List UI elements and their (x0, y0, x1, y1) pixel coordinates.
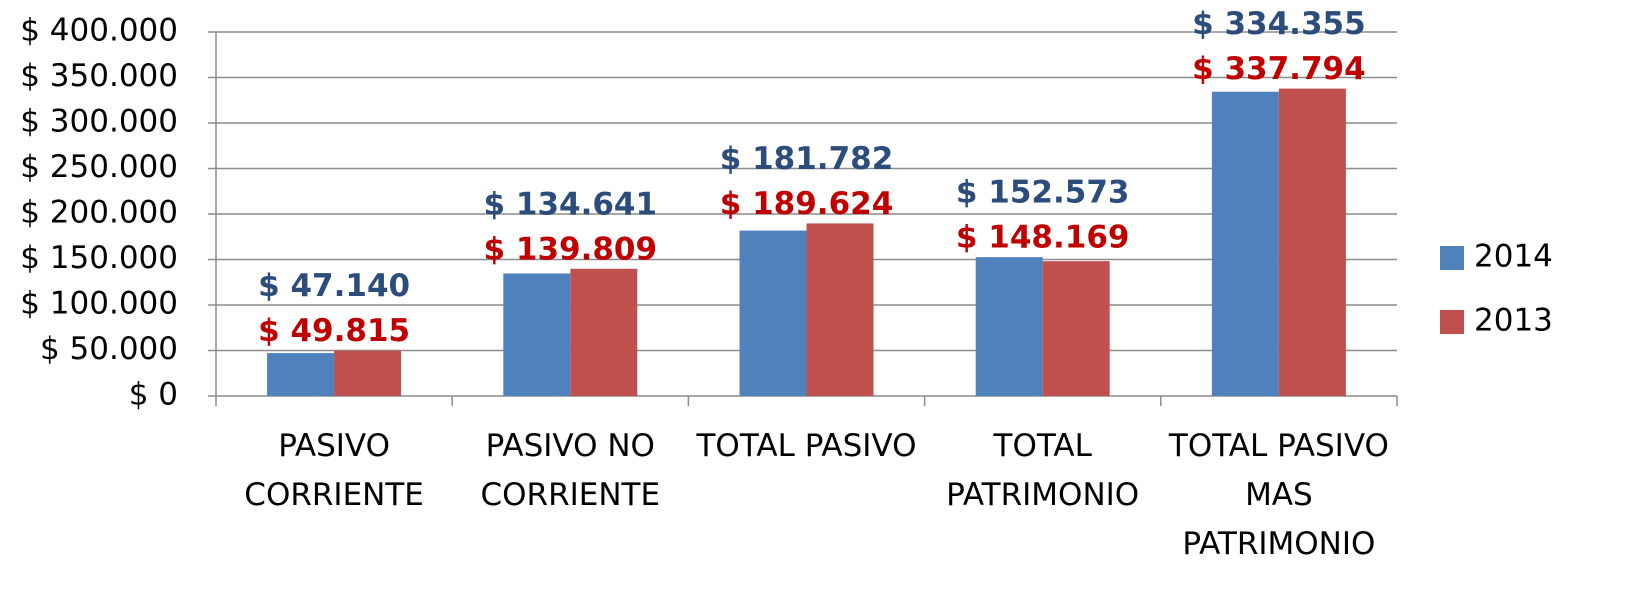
y-tick-label: $ 200.000 (20, 195, 178, 231)
y-tick-label: $ 0 (129, 377, 178, 413)
data-label: $ 189.624 (720, 186, 894, 222)
bar (807, 223, 874, 396)
legend-label: 2013 (1474, 303, 1553, 339)
bar (740, 231, 807, 396)
data-label: $ 139.809 (484, 231, 658, 267)
y-tick-label: $ 400.000 (20, 13, 178, 49)
y-tick-label: $ 250.000 (20, 149, 178, 185)
x-tick-label: TOTAL PASIVO (692, 422, 922, 471)
legend-label: 2014 (1474, 239, 1553, 275)
bar (976, 257, 1043, 396)
y-tick-label: $ 300.000 (20, 104, 178, 140)
bar (267, 353, 334, 396)
legend-swatch (1440, 246, 1464, 270)
data-label: $ 337.794 (1192, 51, 1366, 87)
data-label: $ 148.169 (956, 220, 1130, 256)
legend-swatch (1440, 310, 1464, 334)
page: $ 0 $ 50.000 $ 100.000 $ 150.000 $ 200.000 $ … (0, 0, 1646, 592)
data-label: $ 47.140 (258, 268, 410, 304)
data-label: $ 152.573 (956, 175, 1130, 211)
x-tick-label: PASIVO NO CORRIENTE (455, 422, 685, 520)
bar (570, 269, 637, 396)
y-tick-label: $ 350.000 (20, 58, 178, 94)
data-label: $ 334.355 (1192, 6, 1366, 42)
x-tick-label: PASIVO CORRIENTE (219, 422, 449, 520)
bar (1279, 89, 1346, 396)
data-label: $ 181.782 (720, 141, 894, 177)
x-tick-label: TOTAL PASIVO MAS PATRIMONIO (1164, 422, 1394, 569)
data-label: $ 134.641 (484, 186, 658, 222)
bar (503, 273, 570, 396)
y-tick-label: $ 150.000 (20, 240, 178, 276)
x-tick-label: TOTAL PATRIMONIO (928, 422, 1158, 520)
bar (334, 351, 401, 396)
y-tick-label: $ 100.000 (20, 286, 178, 322)
bar (1212, 92, 1279, 396)
y-tick-label: $ 50.000 (40, 331, 178, 367)
data-label: $ 49.815 (258, 313, 410, 349)
bar (1043, 261, 1110, 396)
